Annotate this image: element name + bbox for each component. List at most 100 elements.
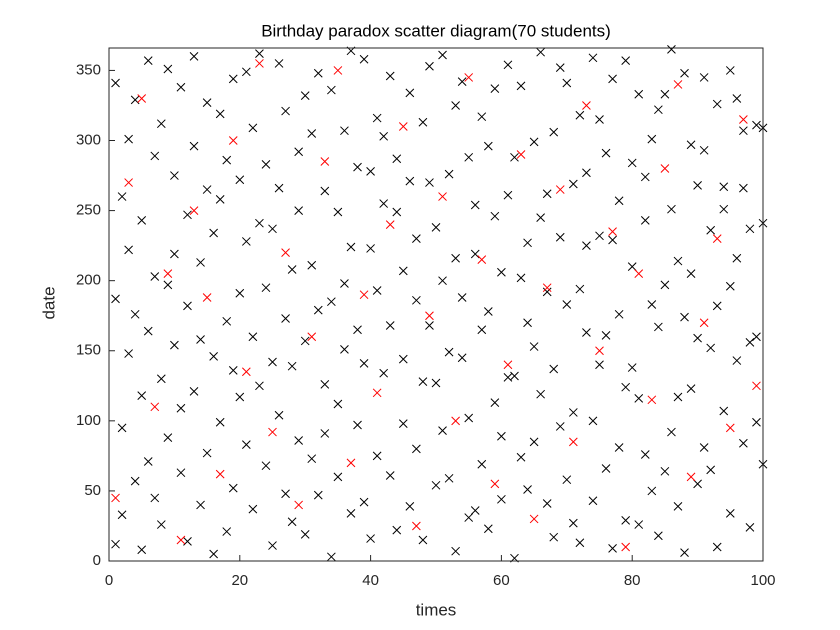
scatter-point <box>392 207 402 217</box>
scatter-point <box>516 452 526 462</box>
scatter-point <box>739 438 748 448</box>
scatter-point <box>654 322 663 332</box>
scatter-point <box>438 192 447 201</box>
scatter-point <box>667 427 676 437</box>
scatter-point <box>699 145 709 155</box>
scatter-point <box>516 150 526 159</box>
scatter-point <box>503 60 513 70</box>
scatter-point <box>699 443 709 452</box>
scatter-point <box>346 508 356 518</box>
scatter-point <box>627 363 637 372</box>
scatter-point <box>621 382 631 392</box>
scatter-point <box>562 78 572 88</box>
scatter-point <box>725 508 735 518</box>
scatter-point <box>608 235 617 245</box>
scatter-point <box>359 497 369 507</box>
scatter-point <box>497 267 506 277</box>
scatter-point <box>372 286 382 295</box>
scatter-point <box>719 204 729 214</box>
scatter-point <box>752 332 761 342</box>
scatter-point <box>575 110 585 120</box>
scatter-point <box>536 213 545 222</box>
scatter-point <box>477 112 487 122</box>
scatter-point <box>503 360 513 370</box>
scatter-point <box>536 47 545 57</box>
scatter-point <box>686 269 696 279</box>
scatter-point <box>425 61 434 71</box>
scatter-point <box>647 300 657 309</box>
scatter-point <box>667 45 676 54</box>
scatter-point <box>634 394 644 403</box>
scatter-point <box>412 234 421 243</box>
scatter-point <box>294 206 304 215</box>
scatter-point <box>431 480 441 490</box>
scatter-point <box>241 367 251 377</box>
y-tick-label: 200 <box>76 272 101 289</box>
scatter-point <box>523 485 532 494</box>
scatter-point <box>398 122 408 131</box>
scatter-point <box>588 53 598 63</box>
scatter-point <box>228 74 238 84</box>
scatter-point <box>241 67 251 77</box>
x-tick-label: 60 <box>493 572 510 589</box>
scatter-point <box>412 444 421 454</box>
scatter-point <box>215 109 225 119</box>
scatter-point <box>457 293 467 302</box>
scatter-point <box>398 354 408 364</box>
scatter-point <box>320 429 330 438</box>
scatter-point <box>732 356 742 365</box>
scatter-point <box>183 210 192 220</box>
scatter-point <box>719 182 729 192</box>
scatter-point <box>477 325 487 335</box>
y-tick-label: 50 <box>84 482 101 499</box>
scatter-point <box>111 294 120 304</box>
scatter-point <box>438 50 447 60</box>
scatter-point <box>255 49 264 58</box>
scatter-point <box>418 377 428 386</box>
scatter-point <box>745 523 755 532</box>
scatter-point <box>392 525 402 535</box>
scatter-point <box>582 168 591 178</box>
scatter-point <box>150 493 160 503</box>
scatter-point <box>712 542 722 552</box>
scatter-point <box>568 408 578 417</box>
scatter-point <box>595 231 604 241</box>
scatter-point <box>608 74 617 84</box>
scatter-point <box>621 542 631 552</box>
scatter-point <box>464 413 474 423</box>
scatter-point <box>627 262 637 272</box>
scatter-point <box>490 211 500 221</box>
scatter-point <box>189 52 199 61</box>
scatter-point <box>660 280 670 290</box>
scatter-point <box>281 489 290 499</box>
scatter-point <box>477 255 487 265</box>
scatter-point <box>156 520 166 529</box>
scatter-point <box>752 417 761 427</box>
scatter-point <box>274 59 284 68</box>
scatter-point <box>732 253 742 263</box>
scatter-point <box>680 548 689 557</box>
scatter-point <box>634 520 644 529</box>
scatter-point <box>235 175 245 185</box>
scatter-point <box>124 134 133 144</box>
scatter-point <box>255 381 264 391</box>
scatter-point <box>706 225 716 235</box>
scatter-point <box>699 73 709 82</box>
scatter-point <box>640 216 650 225</box>
scatter-point <box>601 148 611 158</box>
scatter-point <box>261 461 271 471</box>
scatter-point <box>614 196 624 206</box>
scatter-point <box>444 169 454 179</box>
scatter-point <box>261 159 271 169</box>
scatter-point <box>124 349 133 358</box>
scatter-point <box>634 269 644 279</box>
scatter-point <box>490 84 500 94</box>
scatter-point <box>660 89 670 99</box>
scatter-point <box>438 276 447 286</box>
scatter-point <box>529 342 539 351</box>
scatter-point <box>497 494 506 504</box>
scatter-point <box>555 185 565 194</box>
scatter-point <box>431 378 441 388</box>
scatter-point <box>647 486 657 496</box>
scatter-point <box>451 253 460 263</box>
